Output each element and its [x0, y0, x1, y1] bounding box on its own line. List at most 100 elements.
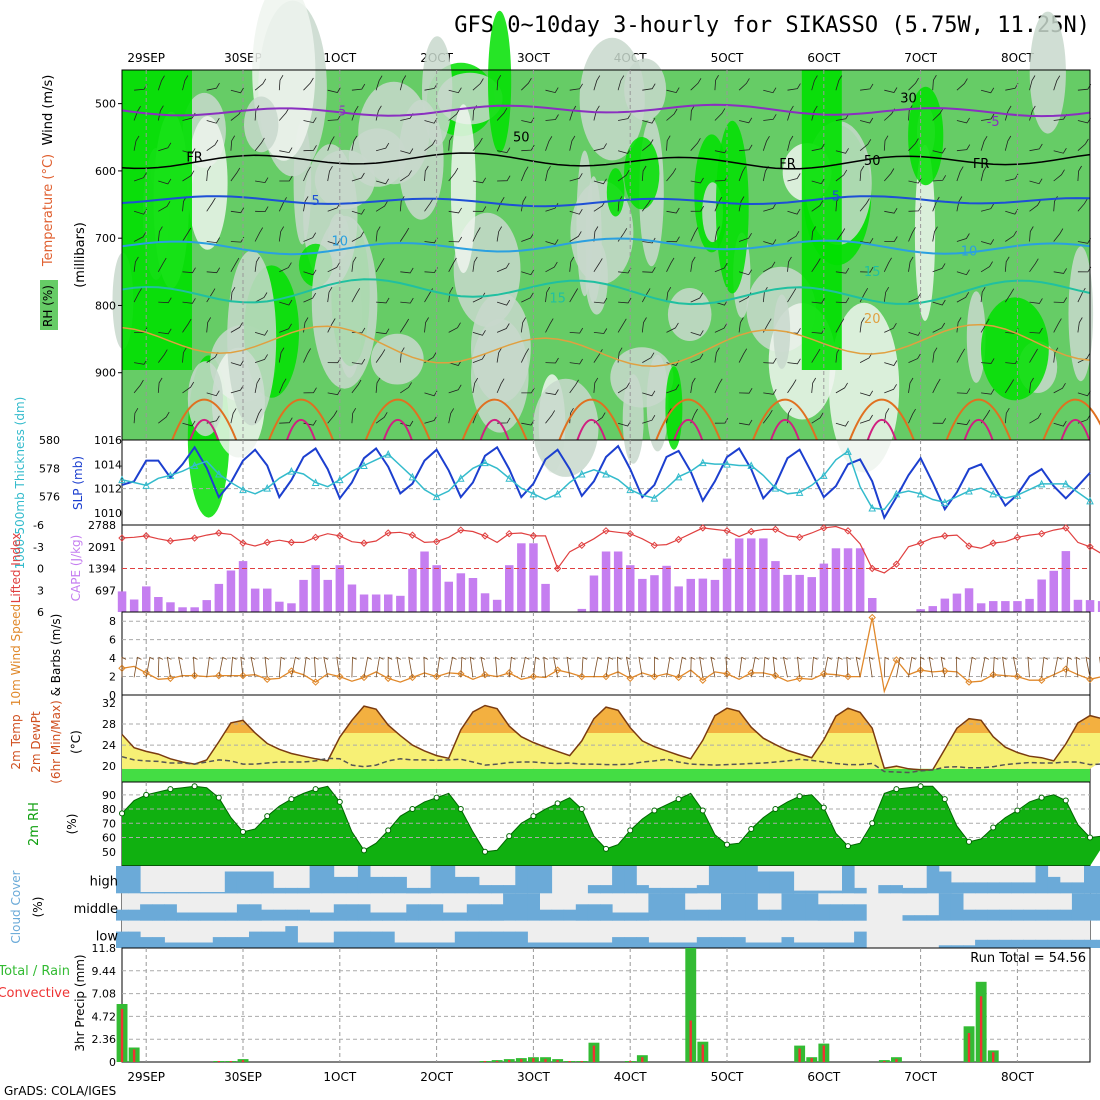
- wind-barb-10m: [1012, 656, 1018, 678]
- wind-barb-10m: [303, 656, 311, 678]
- rh-marker: [554, 800, 561, 807]
- cape-bar: [444, 581, 453, 612]
- cloud-cell-middle: [188, 912, 202, 921]
- isotherm-25-dome: [461, 398, 528, 441]
- precip-convective-bar: [895, 1059, 898, 1062]
- cloud-cell-high: [273, 887, 286, 894]
- lifted-index-marker: [1086, 543, 1094, 551]
- wind-barb-10m: [553, 656, 558, 678]
- lifted-index-marker: [699, 524, 707, 532]
- wind-barb: [835, 169, 848, 182]
- precip-convective-bar: [883, 1061, 886, 1062]
- wind-barb: [230, 207, 245, 214]
- lifted-index-marker: [553, 564, 562, 573]
- cloud-cell-low: [563, 942, 577, 948]
- cloud-cell-low: [1071, 939, 1085, 948]
- wind-barb: [763, 357, 777, 364]
- dewpt-axis-label: 2m DewPt: [29, 711, 43, 773]
- isotherm-label: -5: [987, 115, 1000, 130]
- isotherm-25-dome: [268, 398, 334, 441]
- rh-marker: [457, 806, 464, 813]
- thickness-marker: [190, 461, 199, 469]
- precip-tick-label: 11.8: [92, 942, 117, 955]
- cape-bar: [868, 598, 877, 612]
- wind-barb: [303, 348, 311, 363]
- cloud-cell-high: [648, 887, 661, 894]
- wind-barb: [787, 358, 801, 365]
- thickness-marker: [819, 471, 828, 479]
- cloud-cell-middle: [950, 893, 964, 921]
- wind-barb-10m: [448, 656, 457, 678]
- lifted-index-marker: [190, 534, 199, 542]
- wind-barb-10m: [218, 656, 227, 678]
- cloud-cell-high: [660, 887, 674, 894]
- rh-marker: [917, 783, 924, 790]
- wind-barb: [787, 288, 797, 303]
- wind-barb: [182, 381, 195, 394]
- lifted-index-marker: [674, 535, 683, 544]
- wind-barb: [593, 377, 599, 393]
- lifted-index-marker: [166, 537, 175, 545]
- wind-barb-10m: [738, 656, 746, 678]
- y-tick-label: 700: [95, 232, 116, 245]
- cloud-cell-middle: [454, 912, 468, 921]
- cloud-cell-high: [394, 876, 407, 894]
- wind-barb: [811, 348, 821, 363]
- cape-bar: [420, 551, 429, 612]
- wind-barb: [400, 382, 412, 394]
- cloud-cell-high: [527, 866, 540, 894]
- wind-barb: [545, 239, 559, 245]
- wind-barb: [666, 257, 675, 272]
- wind-barb: [303, 232, 317, 242]
- wind-barb-10m: [666, 656, 675, 678]
- wind-barb: [1029, 377, 1034, 393]
- isotherm-30-dome: [770, 419, 800, 441]
- wind-barb-10m: [291, 656, 300, 678]
- wind-barb: [883, 257, 892, 272]
- wind-barb-10m: [495, 656, 500, 678]
- isotherm-line: [121, 323, 1091, 368]
- cloud-cell-low: [612, 937, 625, 948]
- precip-tick-label: 7.08: [92, 988, 117, 1001]
- wind-barb: [254, 408, 262, 424]
- wind-barb: [642, 390, 656, 397]
- cape-bar: [1025, 598, 1034, 612]
- precip-tick-label: 9.44: [92, 965, 117, 978]
- wind-barb: [351, 358, 366, 365]
- wind-barb-10m: [699, 656, 704, 678]
- slp-panel-frame: [121, 439, 1091, 526]
- cape-bar: [1097, 601, 1100, 612]
- li-tick-label: 3: [37, 584, 44, 597]
- wind-barb: [569, 231, 582, 242]
- cloud-cell-middle: [321, 912, 335, 921]
- cloud-cell-low: [164, 942, 177, 948]
- isotherm-label: 5: [832, 189, 840, 204]
- cloud-cell-low: [575, 942, 589, 948]
- wind-barb: [278, 347, 285, 363]
- rh-area: [122, 786, 1100, 866]
- wind-barb: [690, 377, 696, 393]
- wind-barb-10m: [1027, 656, 1033, 678]
- cloud-cell-low: [285, 926, 298, 948]
- cape-bar: [214, 583, 224, 612]
- cloud-cell-low: [1084, 939, 1097, 948]
- wind-speed-marker: [578, 672, 586, 681]
- cloud-cell-high: [370, 876, 383, 894]
- wind-barb: [569, 407, 574, 424]
- wind-barb: [1077, 317, 1083, 333]
- cloud-cell-middle: [575, 904, 589, 921]
- cape-bar: [492, 599, 502, 612]
- cape-tick-label: 2091: [88, 541, 116, 554]
- cloud-cell-high: [188, 892, 202, 894]
- thickness-marker: [481, 458, 489, 467]
- wind-speed-marker: [965, 678, 973, 686]
- wind-barb: [1029, 412, 1042, 424]
- cape-bar: [819, 563, 829, 612]
- wind-barb: [400, 170, 412, 182]
- isotherm-30-dome: [576, 419, 607, 441]
- cloud-cell-middle: [261, 909, 274, 921]
- cloud-cell-low: [503, 931, 516, 948]
- wind-barb: [1053, 318, 1062, 333]
- cloud-cell-middle: [442, 912, 456, 921]
